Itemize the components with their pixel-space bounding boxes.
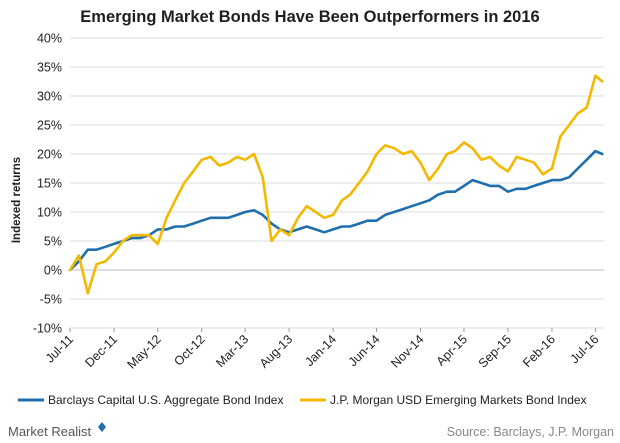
y-tick-label: 40% (37, 32, 62, 46)
y-tick-label: -10% (33, 322, 62, 336)
legend-label-1: J.P. Morgan USD Emerging Markets Bond In… (330, 393, 587, 407)
x-tick-label: Jun-14 (346, 332, 383, 369)
x-tick-label: Oct-12 (171, 332, 207, 368)
x-tick-label: Dec-11 (82, 332, 120, 370)
x-tick-label: Jan-14 (302, 332, 339, 369)
x-tick-label: Mar-13 (213, 332, 251, 370)
gridlines (70, 37, 604, 329)
x-tick-label: Apr-15 (434, 332, 470, 368)
series-line-0 (68, 149, 604, 272)
y-tick-label: 30% (37, 90, 62, 104)
y-tick-label: 35% (37, 61, 62, 75)
y-tick-label: 5% (44, 235, 62, 249)
x-tick-label: May-12 (124, 332, 163, 371)
series-line-1 (68, 74, 604, 295)
x-tick-label: Sep-15 (476, 332, 514, 370)
legend: Barclays Capital U.S. Aggregate Bond Ind… (18, 393, 587, 407)
series-lines (68, 74, 604, 295)
y-tick-label: 20% (37, 148, 62, 162)
y-tick-label: 0% (44, 264, 62, 278)
y-tick-label: 15% (37, 177, 62, 191)
brand-mark-icon (98, 422, 106, 432)
y-tick-label: -5% (40, 293, 62, 307)
x-tick-label: Nov-14 (388, 332, 426, 370)
x-tick-label: Jul-16 (568, 332, 602, 366)
x-axis: Jul-11 Dec-11 May-12 Oct-12 Mar-13 Aug-13 Jan-… (43, 269, 604, 372)
x-tick-label: Aug-13 (257, 332, 295, 370)
brand-logo: Market Realist (8, 422, 106, 439)
y-axis-label: Indexed returns (11, 157, 23, 243)
chart-title: Emerging Market Bonds Have Been Outperfo… (80, 8, 539, 26)
legend-label-0: Barclays Capital U.S. Aggregate Bond Ind… (48, 393, 283, 407)
x-tick-label: Jul-11 (43, 332, 76, 365)
y-tick-label: 10% (37, 206, 62, 220)
source-note: Source: Barclays, J.P. Morgan (447, 425, 614, 439)
x-tick-label: Feb-16 (520, 332, 558, 370)
y-tick-label: 25% (37, 119, 62, 133)
y-axis-ticks: -10% -5% 0% 5% 10% 15% 20% 25% 30% 35% 40% (33, 32, 62, 336)
brand-text: Market Realist (8, 424, 91, 439)
